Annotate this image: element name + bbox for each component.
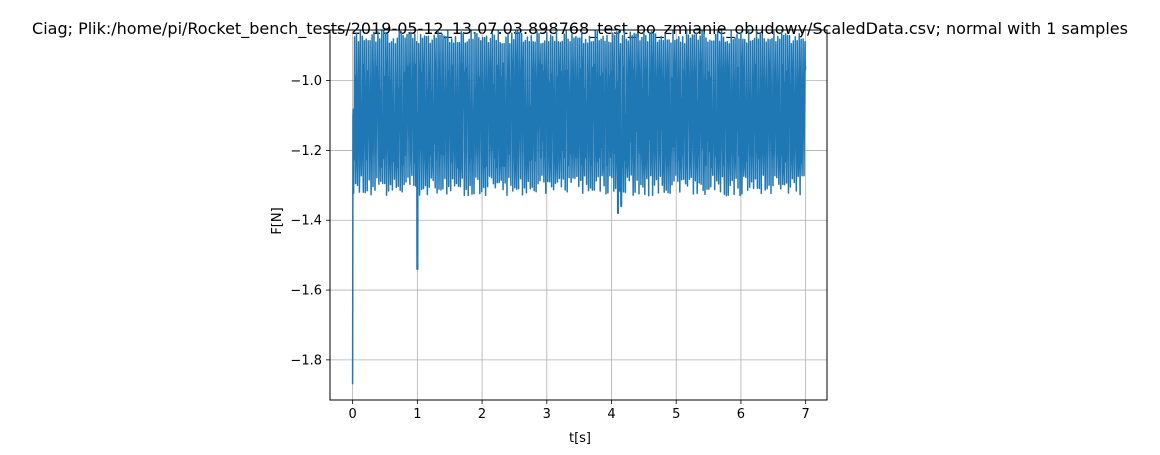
x-axis: 0 1 2 3 4 5 6 7 [349,400,810,422]
x-tick-label: 2 [478,407,486,422]
y-tick-label: −1.0 [290,74,322,89]
x-tick-label: 7 [802,407,810,422]
y-axis-label: F[N] [270,207,285,234]
plot-area [351,29,807,385]
x-tick-label: 5 [672,407,680,422]
x-tick-label: 6 [737,407,745,422]
x-axis-label: t[s] [569,431,591,446]
series-line [351,29,807,385]
axes-frame [329,29,828,401]
x-tick-label: 4 [607,407,615,422]
y-tick-label: −1.6 [290,284,322,299]
chart-title: Ciag; Plik:/home/pi/Rocket_bench_tests/2… [32,19,1128,39]
x-tick-label: 3 [543,407,551,422]
y-axis: −1.8 −1.6 −1.4 −1.2 −1.0 [290,74,330,368]
y-tick-label: −1.8 [290,353,322,368]
y-tick-label: −1.2 [290,144,322,159]
y-tick-label: −1.4 [290,214,322,229]
x-tick-label: 0 [349,407,357,422]
x-tick-label: 1 [413,407,421,422]
